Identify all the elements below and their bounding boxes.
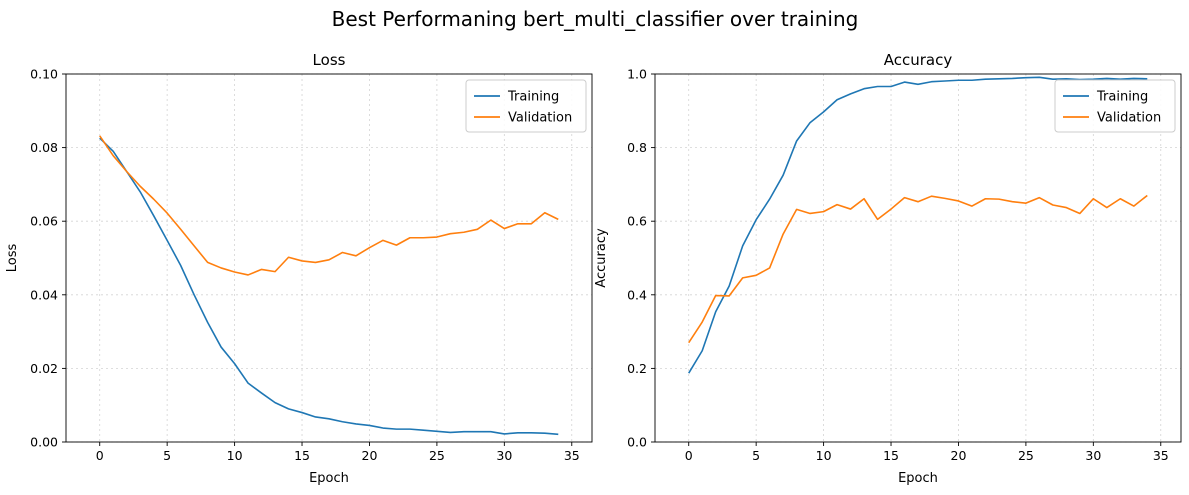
- accuracy-series-validation-line: [688, 194, 1148, 344]
- loss-xtick-label: 10: [227, 448, 243, 463]
- loss-xtick-label: 5: [163, 448, 171, 463]
- accuracy-ytick-label: 0.4: [627, 287, 647, 302]
- loss-xlabel: Epoch: [309, 471, 349, 486]
- accuracy-ytick-label: 0.6: [627, 214, 647, 229]
- loss-ytick-label: 0.02: [30, 361, 58, 376]
- loss-xtick-label: 15: [294, 448, 310, 463]
- loss-xtick-label: 20: [362, 448, 378, 463]
- accuracy-ytick-label: 0.0: [627, 435, 647, 450]
- loss-axes-frame: [65, 73, 593, 443]
- accuracy-ytick-label: 0.2: [627, 361, 647, 376]
- loss-legend-training-label: Training: [507, 90, 559, 105]
- loss-ytick-label: 0.06: [30, 214, 58, 229]
- accuracy-ylabel: Accuracy: [594, 228, 609, 288]
- accuracy-series-training-line: [688, 76, 1148, 374]
- accuracy-xtick-label: 5: [752, 448, 760, 463]
- accuracy-xtick-label: 10: [816, 448, 832, 463]
- loss-series-validation-line: [99, 135, 559, 276]
- accuracy-xlabel: Epoch: [898, 471, 938, 486]
- accuracy-legend-training-label: Training: [1096, 90, 1148, 105]
- loss-panel: 0 5 10 15 20 25 30 35 0.00 0.02 0.04 0.06 0.08 0.10 Lo…: [5, 51, 593, 486]
- accuracy-legend-validation-label: Validation: [1097, 111, 1161, 126]
- loss-ytick-label: 0.10: [30, 67, 58, 82]
- accuracy-xtick-label: 25: [1018, 448, 1034, 463]
- accuracy-axes-frame: [654, 73, 1182, 443]
- loss-title: Loss: [313, 51, 346, 69]
- accuracy-xtick-label: 20: [951, 448, 967, 463]
- loss-ytick-label: 0.00: [30, 435, 58, 450]
- accuracy-panel: 0 5 10 15 20 25 30 35 0.0 0.2 0.4 0.6 0.8 1.0 Accuracy…: [594, 51, 1182, 486]
- loss-xtick-label: 35: [564, 448, 580, 463]
- loss-legend: Training Validation: [465, 79, 587, 133]
- accuracy-xtick-label: 35: [1153, 448, 1169, 463]
- accuracy-xtick-label: 0: [685, 448, 693, 463]
- loss-xtick-label: 0: [96, 448, 104, 463]
- loss-ytick-label: 0.04: [30, 287, 58, 302]
- accuracy-legend-box: [1054, 79, 1176, 133]
- accuracy-ytick-label: 0.8: [627, 140, 647, 155]
- figure-suptitle: Best Performaning bert_multi_classifier …: [332, 7, 859, 31]
- loss-legend-box: [465, 79, 587, 133]
- loss-series-training-line: [99, 137, 559, 436]
- accuracy-title: Accuracy: [884, 51, 953, 69]
- accuracy-xtick-label: 15: [883, 448, 899, 463]
- loss-ytick-label: 0.08: [30, 140, 58, 155]
- loss-legend-validation-label: Validation: [508, 111, 572, 126]
- loss-xtick-label: 25: [429, 448, 445, 463]
- loss-xtick-label: 30: [496, 448, 512, 463]
- accuracy-xtick-label: 30: [1085, 448, 1101, 463]
- loss-ylabel: Loss: [5, 244, 20, 273]
- accuracy-ytick-label: 1.0: [627, 67, 647, 82]
- accuracy-legend: Training Validation: [1054, 79, 1176, 133]
